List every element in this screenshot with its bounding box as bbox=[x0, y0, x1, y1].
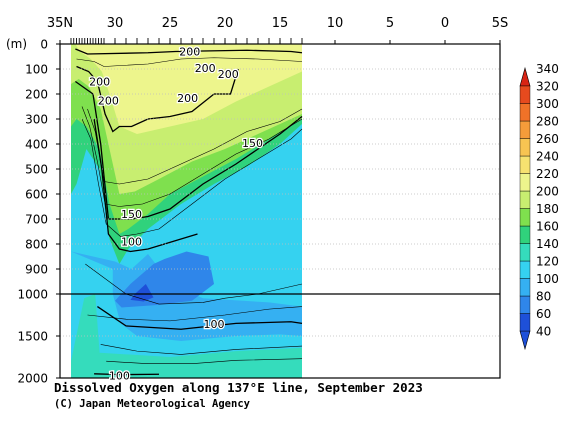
contour-thin-2 bbox=[87, 108, 303, 185]
colorbar-swatch bbox=[519, 313, 531, 332]
x-tick-label: 5S bbox=[492, 16, 509, 31]
station-ticks bbox=[70, 38, 303, 44]
contour-200-top bbox=[75, 48, 303, 55]
contour-label: 100 bbox=[121, 236, 142, 249]
colorbar-under-arrow bbox=[519, 330, 531, 351]
contour-thin-1 bbox=[81, 106, 303, 207]
y-tick-label: 2000 bbox=[17, 372, 48, 386]
colorbar-label: 220 bbox=[536, 167, 559, 181]
contour-label: 100 bbox=[109, 369, 130, 382]
colorbar-label: 160 bbox=[536, 220, 559, 234]
x-tick-label: 30 bbox=[107, 16, 124, 31]
contour-label: 200 bbox=[89, 76, 110, 89]
contour-thin-4 bbox=[87, 306, 303, 322]
colorbar-swatch bbox=[519, 190, 531, 209]
contour-label: 200 bbox=[179, 46, 200, 59]
colorbar-label: 340 bbox=[536, 62, 559, 76]
contour-150 bbox=[75, 80, 303, 220]
y-tick-label: 400 bbox=[25, 138, 48, 152]
contour-label: 200 bbox=[177, 92, 198, 105]
colorbar-label: 260 bbox=[536, 132, 559, 146]
colorbar-swatch bbox=[519, 155, 531, 174]
colorbar-label: 140 bbox=[536, 237, 559, 251]
colorbar-swatch bbox=[519, 85, 531, 104]
y-tick-label: 500 bbox=[25, 163, 48, 177]
colorbar-label: 40 bbox=[536, 325, 551, 339]
colorbar-swatch bbox=[519, 138, 531, 157]
chart-title: Dissolved Oxygen along 137°E line, Septe… bbox=[54, 380, 423, 395]
y-unit-label: (m) bbox=[6, 37, 27, 51]
colorbar-swatch bbox=[519, 208, 531, 227]
band-200 bbox=[75, 44, 303, 134]
colorbar-swatch bbox=[519, 103, 531, 122]
x-tick-label: 5 bbox=[386, 16, 394, 31]
colorbar-swatch bbox=[519, 120, 531, 139]
x-tick-label: 10 bbox=[327, 16, 344, 31]
x-tick-label: 15 bbox=[272, 16, 289, 31]
oxygen-field bbox=[71, 44, 303, 378]
contour-thin-5 bbox=[100, 344, 303, 355]
contour-label: 200 bbox=[98, 94, 119, 107]
colorbar-swatch bbox=[519, 225, 531, 244]
x-tick-label: 35N bbox=[47, 16, 73, 31]
contour-thin-6 bbox=[106, 358, 303, 365]
y-tick-label: 100 bbox=[25, 63, 48, 77]
contour-100-upper bbox=[93, 118, 198, 253]
x-tick-label: 25 bbox=[162, 16, 179, 31]
colorbar-label: 100 bbox=[536, 272, 559, 286]
colorbar-swatch bbox=[519, 173, 531, 192]
x-axis: 35N 30 25 20 15 10 5 0 5S bbox=[47, 16, 508, 44]
colorbar: 40 60 80 100 120 140 160 180 200 220 240 260 280 300 3… bbox=[519, 62, 559, 351]
grid-lines bbox=[60, 68, 500, 337]
colorbar-label: 240 bbox=[536, 150, 559, 164]
y-tick-label: 300 bbox=[25, 113, 48, 127]
x-tick-label: 20 bbox=[217, 16, 234, 31]
y-tick-label: 200 bbox=[25, 88, 48, 102]
y-tick-label: 600 bbox=[25, 188, 48, 202]
band-120 bbox=[71, 294, 302, 378]
colorbar-label: 80 bbox=[536, 290, 551, 304]
colorbar-swatch bbox=[519, 278, 531, 297]
contour-100-bottom bbox=[94, 373, 160, 376]
y-tick-label: 700 bbox=[25, 213, 48, 227]
contour-label: 150 bbox=[121, 208, 142, 221]
colorbar-label: 120 bbox=[536, 255, 559, 269]
colorbar-label: 320 bbox=[536, 80, 559, 94]
y-tick-label: 1000 bbox=[17, 288, 48, 302]
x-tick-label: 0 bbox=[441, 16, 449, 31]
contour-label: 100 bbox=[204, 318, 225, 331]
contour-thin-0 bbox=[81, 118, 303, 237]
colorbar-label: 200 bbox=[536, 185, 559, 199]
contour-100-lower bbox=[97, 306, 303, 330]
contour-label: 150 bbox=[242, 137, 263, 150]
credit-text: (C) Japan Meteorological Agency bbox=[54, 398, 251, 410]
contour-label: 200 bbox=[195, 62, 216, 75]
colorbar-swatch bbox=[519, 260, 531, 279]
colorbar-label: 280 bbox=[536, 115, 559, 129]
y-tick-label: 0 bbox=[40, 38, 48, 52]
colorbar-over-arrow bbox=[519, 66, 531, 87]
y-axis: 0 100 200 300 400 500 600 700 800 900 1000 1500 2000 bbox=[17, 38, 60, 386]
contour-thin-7 bbox=[76, 57, 303, 67]
colorbar-label: 300 bbox=[536, 97, 559, 111]
y-tick-label: 800 bbox=[25, 238, 48, 252]
colorbar-swatch bbox=[519, 295, 531, 314]
colorbar-label: 60 bbox=[536, 307, 551, 321]
y-tick-label: 900 bbox=[25, 263, 48, 277]
y-tick-label: 1500 bbox=[17, 330, 48, 344]
colorbar-label: 180 bbox=[536, 202, 559, 216]
contour-label: 200 bbox=[218, 68, 239, 81]
contour-200-main bbox=[76, 65, 239, 133]
colorbar-swatch bbox=[519, 243, 531, 262]
